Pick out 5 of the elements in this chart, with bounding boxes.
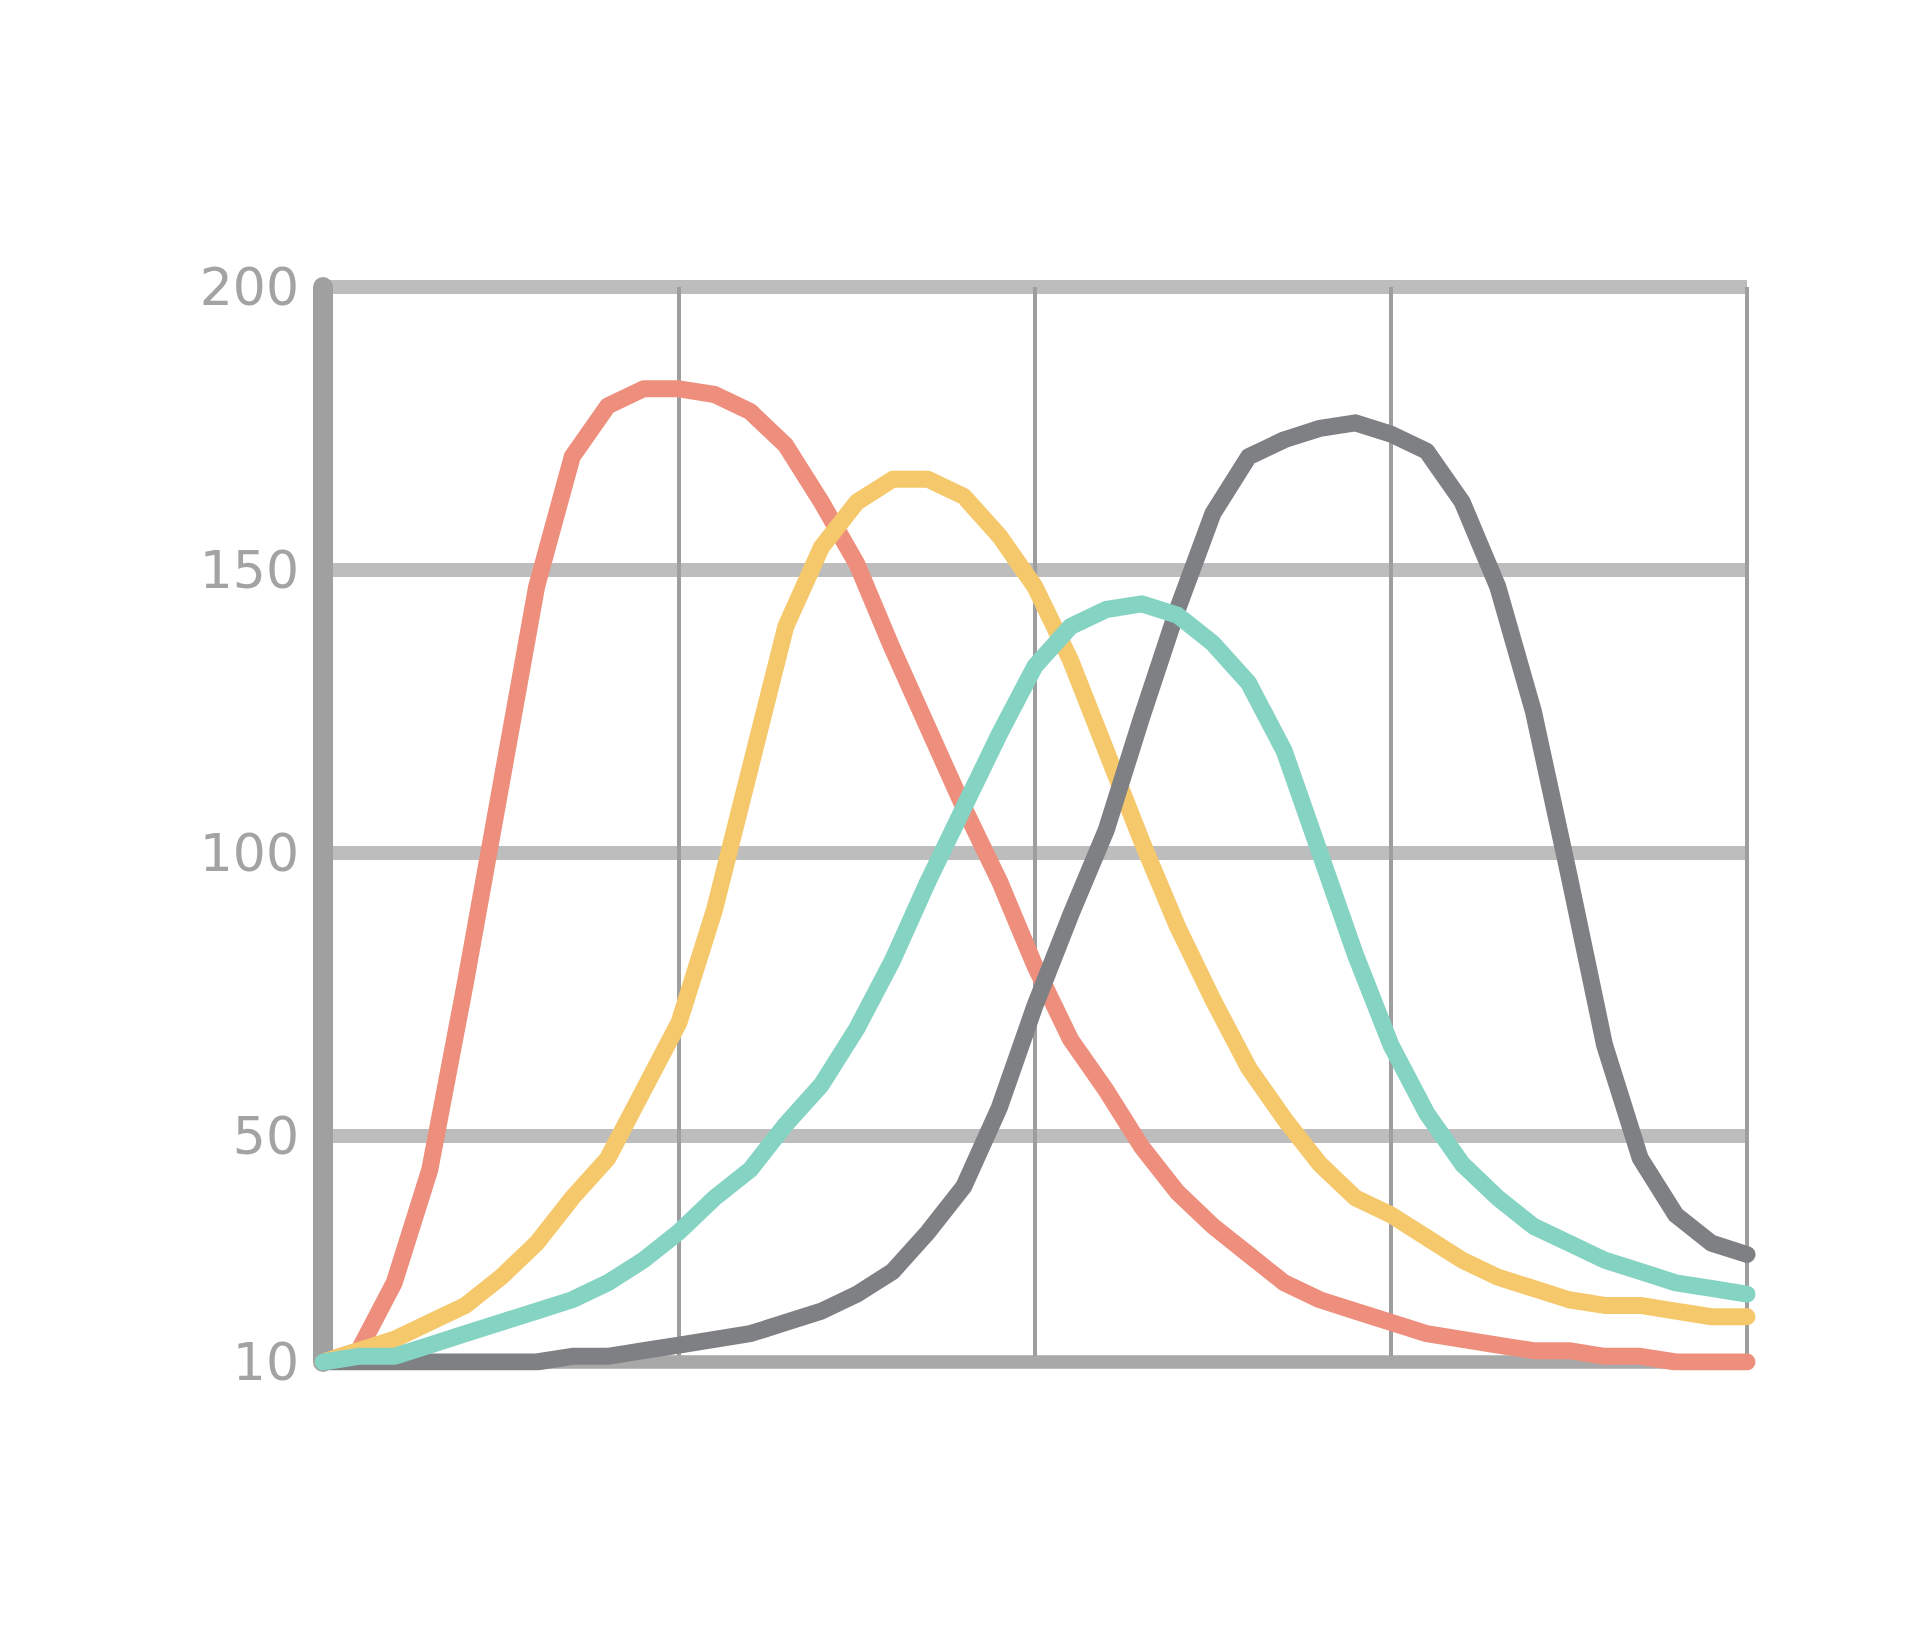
y-tick-label: 50 xyxy=(232,1105,299,1166)
y-tick-label: 150 xyxy=(199,539,299,600)
y-tick-label: 200 xyxy=(199,257,299,317)
y-tick-label: 100 xyxy=(199,822,299,883)
y-tick-label: 10 xyxy=(232,1332,299,1392)
